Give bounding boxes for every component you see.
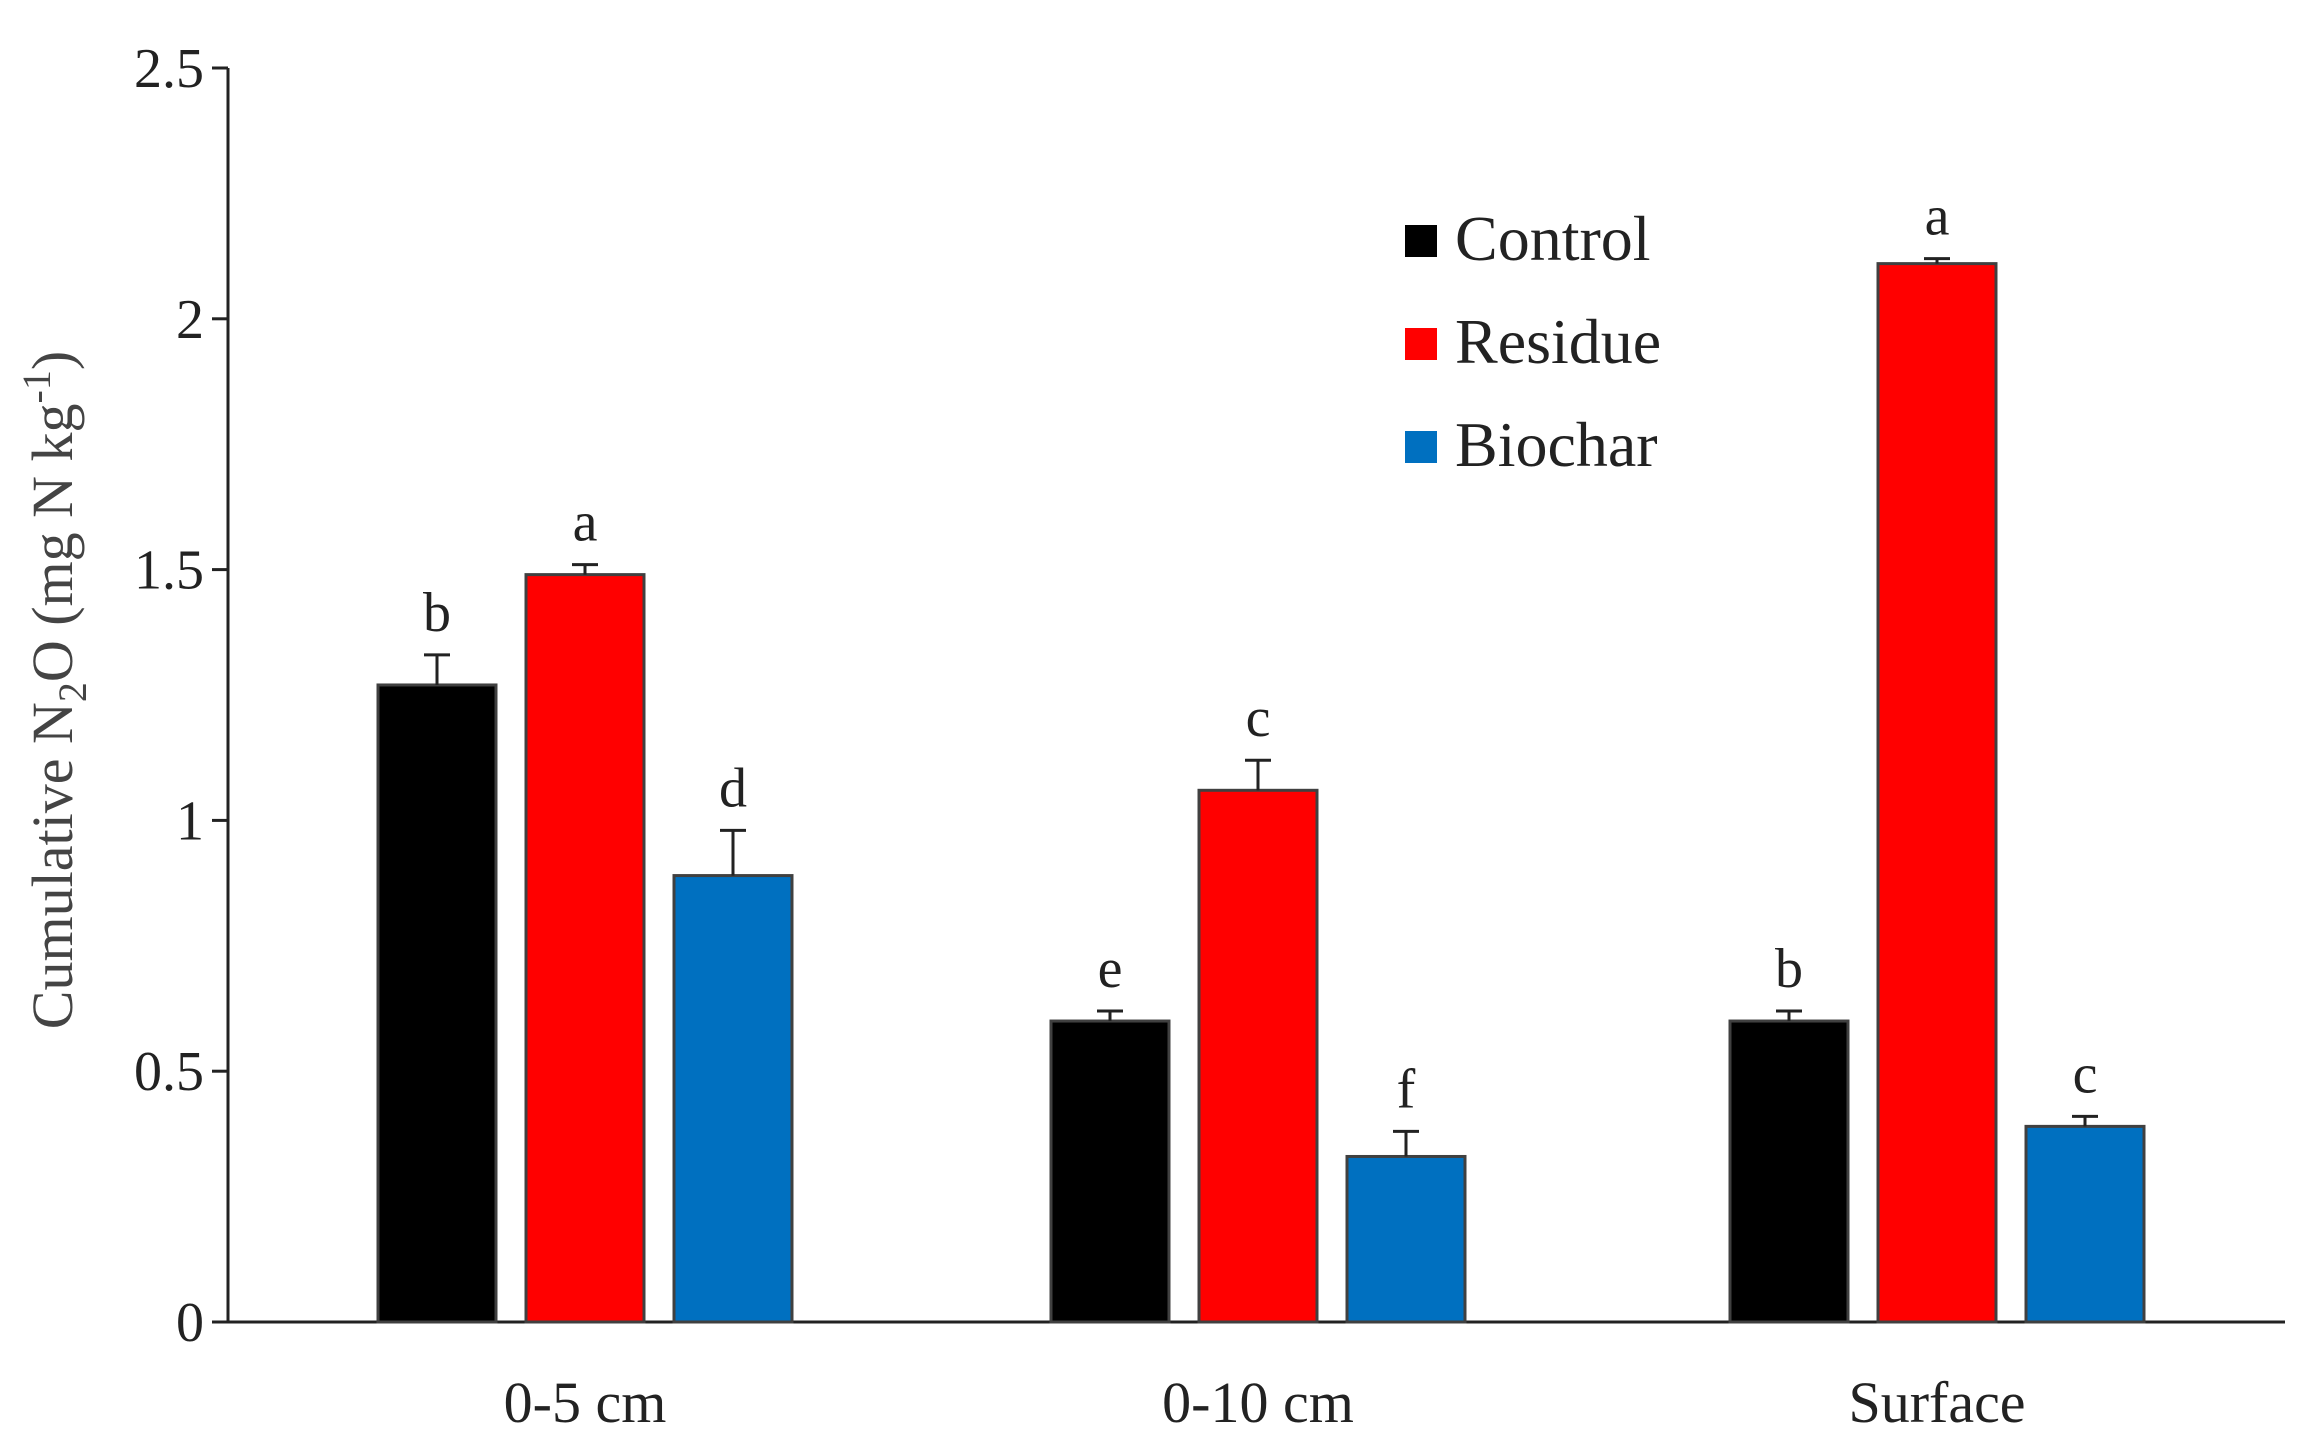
y-tick-label: 1: [176, 790, 204, 852]
plot-area: 0 0.5 1 1.5 2 2.5 b a d 0-5 cm e c f 0-10 cm b a c Surfac…: [134, 38, 2285, 1435]
bar-residue: [1876, 262, 1998, 1324]
bar-control: [1728, 1019, 1850, 1324]
significance-letter: c: [1246, 687, 1271, 749]
y-axis-title-subscript: 2: [50, 682, 95, 702]
y-tick-label: 1.5: [134, 540, 204, 602]
significance-letter: b: [423, 582, 451, 644]
y-axis-title-group: Cumulative N2O (mg N kg-1): [14, 351, 95, 1029]
y-axis-title-middle: O (mg N kg: [20, 403, 85, 682]
significance-letter: a: [573, 492, 598, 554]
y-axis-title-superscript: -1: [14, 370, 59, 403]
y-tick-label: 2: [176, 289, 204, 351]
bar-biochar: [2024, 1124, 2146, 1324]
significance-letter: a: [1925, 186, 1950, 248]
legend-label-biochar: Biochar: [1455, 409, 1658, 480]
legend: Control Residue Biochar: [1405, 203, 1661, 480]
bar-residue: [1197, 788, 1319, 1324]
x-category-label: 0-10 cm: [1162, 1370, 1354, 1435]
y-tick-label: 0: [176, 1292, 204, 1354]
legend-swatch-biochar: [1405, 431, 1437, 463]
significance-letter: c: [2073, 1043, 2098, 1105]
y-axis-title-suffix: ): [20, 351, 85, 370]
y-axis-title-prefix: Cumulative N: [20, 702, 85, 1029]
bar-residue: [524, 573, 646, 1324]
bar-biochar: [1345, 1154, 1467, 1324]
legend-swatch-residue: [1405, 328, 1437, 360]
y-tick-label: 0.5: [134, 1041, 204, 1103]
x-category-label: Surface: [1848, 1370, 2025, 1435]
bar-control: [376, 683, 498, 1324]
significance-letter: b: [1775, 938, 1803, 1000]
significance-letter: f: [1397, 1058, 1416, 1120]
y-tick-label: 2.5: [134, 38, 204, 100]
legend-swatch-control: [1405, 225, 1437, 257]
bar-control: [1049, 1019, 1171, 1324]
legend-label-control: Control: [1455, 203, 1651, 274]
significance-letter: e: [1098, 938, 1123, 1000]
significance-letter: d: [719, 757, 747, 819]
x-category-label: 0-5 cm: [504, 1370, 667, 1435]
legend-label-residue: Residue: [1455, 306, 1661, 377]
y-axis-title: Cumulative N2O (mg N kg-1): [14, 351, 95, 1029]
bar-biochar: [672, 874, 794, 1324]
